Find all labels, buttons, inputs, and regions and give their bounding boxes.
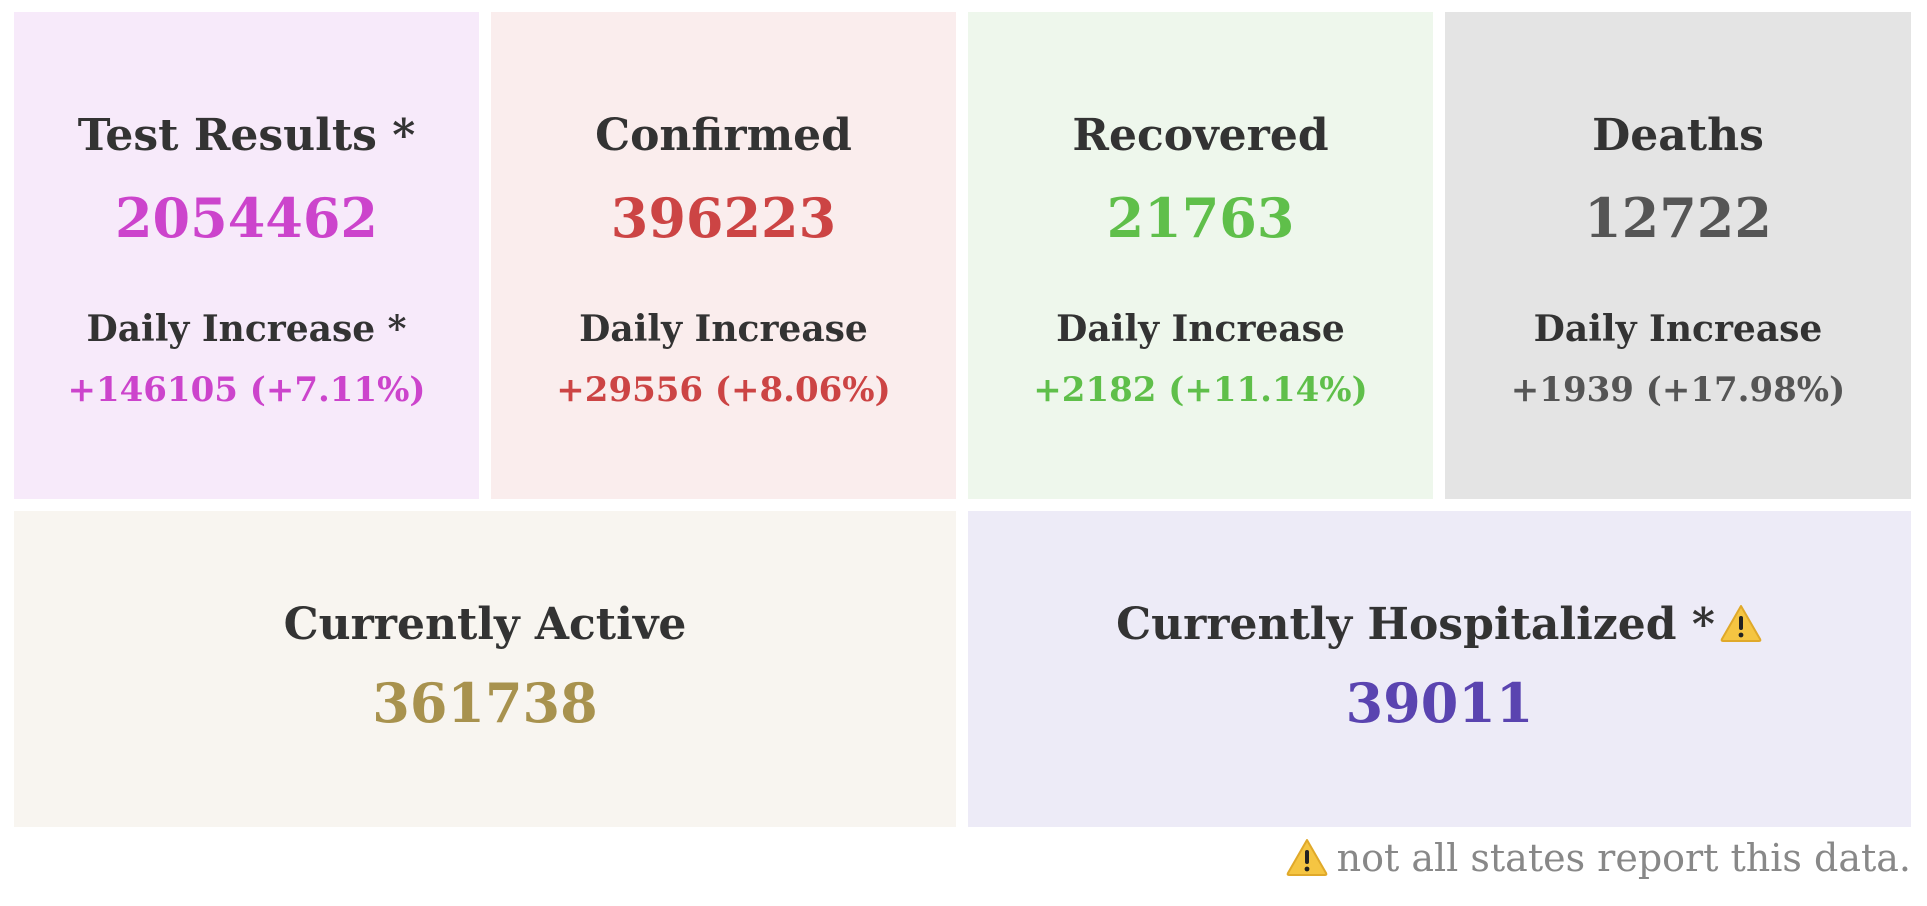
card-title: Currently Hospitalized *	[1116, 599, 1715, 650]
daily-increase-value: +146105 (+7.11%)	[67, 370, 426, 410]
card-value: 361738	[372, 671, 598, 735]
daily-increase-label: Daily Increase	[1056, 308, 1345, 350]
daily-increase-value: +1939 (+17.98%)	[1510, 370, 1846, 410]
daily-increase-value: +29556 (+8.06%)	[556, 370, 891, 410]
card-title: Confirmed	[595, 110, 852, 161]
daily-increase-label: Daily Increase *	[86, 308, 407, 350]
test-results-card: Test Results * 2054462 Daily Increase * …	[14, 12, 479, 499]
card-value: 396223	[610, 186, 837, 250]
card-title: Currently Active	[283, 599, 687, 650]
footnote-text: not all states report this data.	[1336, 836, 1911, 880]
currently-active-card: Currently Active 361738	[14, 511, 956, 827]
confirmed-card: Confirmed 396223 Daily Increase +29556 (…	[491, 12, 956, 499]
card-title: Deaths	[1592, 110, 1764, 161]
daily-increase-value: +2182 (+11.14%)	[1033, 370, 1368, 410]
card-value: 39011	[1345, 671, 1534, 735]
daily-increase-label: Daily Increase	[1533, 308, 1823, 350]
recovered-card: Recovered 21763 Daily Increase +2182 (+1…	[968, 12, 1433, 499]
currently-hospitalized-card: Currently Hospitalized * 39011	[968, 511, 1911, 827]
card-title-row: Currently Hospitalized *	[968, 599, 1911, 652]
footnote: not all states report this data.	[1285, 836, 1911, 882]
card-value: 21763	[1106, 186, 1295, 250]
card-value: 2054462	[114, 186, 378, 250]
card-value: 12722	[1584, 186, 1772, 250]
card-title: Test Results *	[77, 110, 416, 161]
warning-icon	[1720, 605, 1762, 642]
warning-icon	[1286, 839, 1327, 876]
card-title: Recovered	[1072, 110, 1329, 161]
daily-increase-label: Daily Increase	[579, 308, 868, 350]
deaths-card: Deaths 12722 Daily Increase +1939 (+17.9…	[1445, 12, 1911, 499]
